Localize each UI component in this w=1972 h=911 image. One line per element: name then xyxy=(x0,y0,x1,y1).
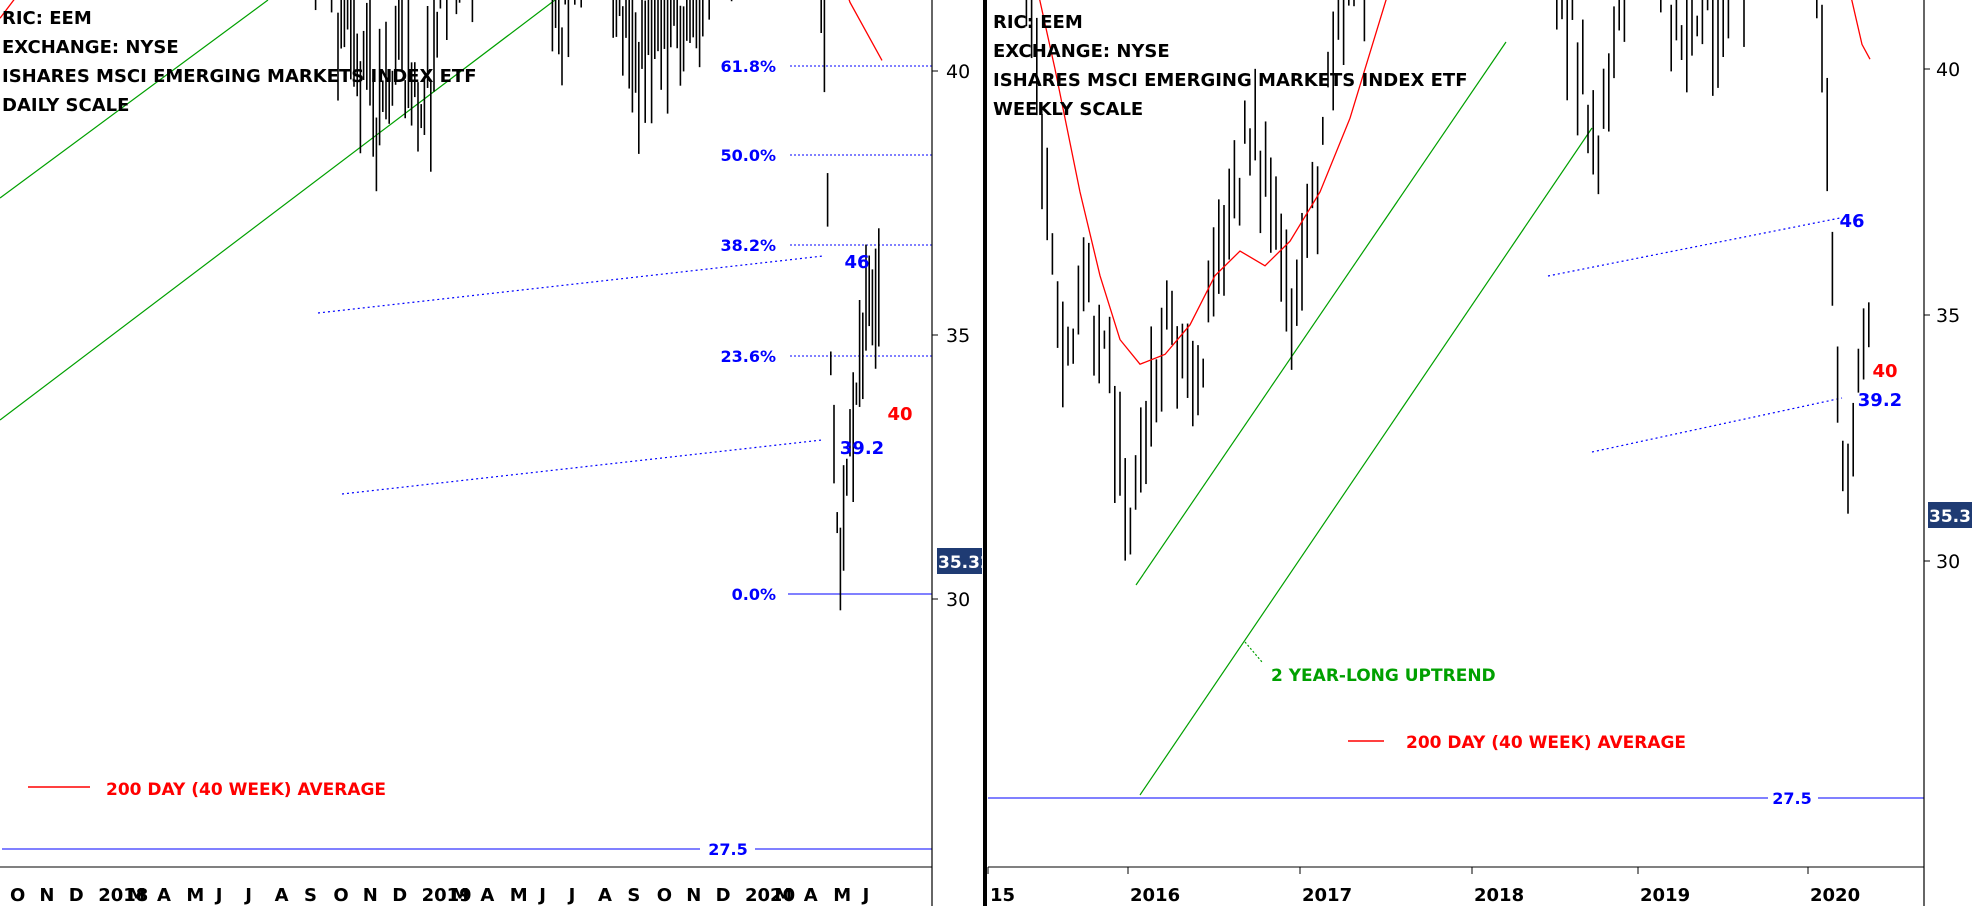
y-tick-label: 40 xyxy=(1936,59,1960,81)
x-tick-label: J xyxy=(537,885,546,906)
x-tick-label: J xyxy=(243,885,252,906)
last-price-box xyxy=(937,548,982,574)
channel-line-lower xyxy=(341,439,823,495)
y-tick-label: 35 xyxy=(1936,305,1960,327)
fib-level-label: 0.0% xyxy=(732,585,776,604)
y-tick-label: 30 xyxy=(1936,551,1960,573)
scale-label: DAILY SCALE xyxy=(2,95,130,116)
weekly-chart-panel: 27.5 46 40 39.2 2 YEAR-LONG UPTREND 200 DAY (… xyxy=(987,0,1972,906)
weekly-chart-header: RIC: EEM EXCHANGE: NYSE ISHARES MSCI EME… xyxy=(993,8,1468,124)
fib-level-label: 23.6% xyxy=(720,347,776,366)
level-label-39: 39.2 xyxy=(840,438,884,459)
legend-label-ma: 200 DAY (40 WEEK) AVERAGE xyxy=(106,780,386,800)
uptrend-line-upper xyxy=(1135,41,1507,586)
exchange-label: EXCHANGE: NYSE xyxy=(2,37,179,58)
uptrend-pointer xyxy=(1244,641,1263,663)
x-tick-label: A xyxy=(157,885,171,906)
x-tick-label: A xyxy=(480,885,494,906)
x-tick-label: 2019 xyxy=(422,885,472,906)
x-tick-label: N xyxy=(686,885,701,906)
x-tick-label: J xyxy=(567,885,576,906)
panel-divider xyxy=(983,0,987,906)
x-tick-label: 2018 xyxy=(1474,885,1524,906)
x-tick-label: O xyxy=(10,885,25,906)
instrument-name: ISHARES MSCI EMERGING MARKETS INDEX ETF xyxy=(993,70,1468,91)
ric-label: RIC: EEM xyxy=(993,12,1083,33)
last-price-label: 35.3 xyxy=(1929,507,1971,527)
daily-chart-header: RIC: EEM EXCHANGE: NYSE ISHARES MSCI EME… xyxy=(2,4,477,120)
legend-label-ma: 200 DAY (40 WEEK) AVERAGE xyxy=(1406,733,1686,753)
x-tick-label: M xyxy=(451,885,469,906)
x-tick-label: D xyxy=(392,885,407,906)
x-tick-label: N xyxy=(39,885,54,906)
level-label-27: 27.5 xyxy=(708,840,747,859)
x-tick-label: 2017 xyxy=(1302,885,1352,906)
x-tick-label: M xyxy=(774,885,792,906)
x-tick-label: S xyxy=(304,885,317,906)
fib-level-label: 38.2% xyxy=(720,236,776,255)
x-tick-label: 15 xyxy=(990,885,1015,906)
last-price-box xyxy=(1928,502,1972,528)
x-tick-label: 2018 xyxy=(98,885,148,906)
x-tick-label: 2020 xyxy=(1810,885,1860,906)
x-tick-label: M xyxy=(510,885,528,906)
x-tick-label: J xyxy=(214,885,223,906)
uptrend-line-lower xyxy=(1139,127,1593,796)
scale-label: WEEKLY SCALE xyxy=(993,99,1144,120)
y-tick-label: 30 xyxy=(946,589,970,611)
last-price-label: 35.32 xyxy=(938,553,992,573)
level-label-40: 40 xyxy=(1872,361,1897,382)
daily-price-bars xyxy=(314,0,880,611)
level-label-39: 39.2 xyxy=(1858,390,1902,411)
x-tick-label: M xyxy=(186,885,204,906)
y-tick-label: 35 xyxy=(946,325,970,347)
x-tick-label: D xyxy=(716,885,731,906)
x-tick-label: A xyxy=(598,885,612,906)
x-tick-label: N xyxy=(363,885,378,906)
level-label-46: 46 xyxy=(1839,211,1864,232)
x-tick-label: O xyxy=(333,885,348,906)
x-tick-label: M xyxy=(128,885,146,906)
uptrend-label: 2 YEAR-LONG UPTREND xyxy=(1271,666,1496,686)
level-label-40: 40 xyxy=(887,404,912,425)
x-tick-label: D xyxy=(69,885,84,906)
x-tick-label: J xyxy=(861,885,870,906)
x-tick-label: 2019 xyxy=(1640,885,1690,906)
x-tick-label: O xyxy=(657,885,672,906)
x-tick-label: S xyxy=(627,885,640,906)
daily-chart-panel: 161.8%100.0%61.8%50.0%38.2%23.6%0.0%27.5… xyxy=(0,0,992,906)
ric-label: RIC: EEM xyxy=(2,8,92,29)
y-tick-label: 40 xyxy=(946,61,970,83)
fib-level-label: 61.8% xyxy=(720,57,776,76)
x-tick-label: M xyxy=(833,885,851,906)
weekly-price-bars xyxy=(1025,0,1870,561)
trend-line-lower xyxy=(0,0,556,421)
x-tick-label: A xyxy=(804,885,818,906)
trend-line-upper xyxy=(0,0,269,199)
x-tick-label: 2016 xyxy=(1130,885,1180,906)
x-tick-label: 2020 xyxy=(745,885,795,906)
fib-level-label: 50.0% xyxy=(720,146,776,165)
x-tick-label: A xyxy=(275,885,289,906)
level-label-27: 27.5 xyxy=(1772,789,1811,808)
instrument-name: ISHARES MSCI EMERGING MARKETS INDEX ETF xyxy=(2,66,477,87)
moving-average-line-weekly xyxy=(1039,0,1871,365)
level-label-46: 46 xyxy=(844,252,869,273)
exchange-label: EXCHANGE: NYSE xyxy=(993,41,1170,62)
